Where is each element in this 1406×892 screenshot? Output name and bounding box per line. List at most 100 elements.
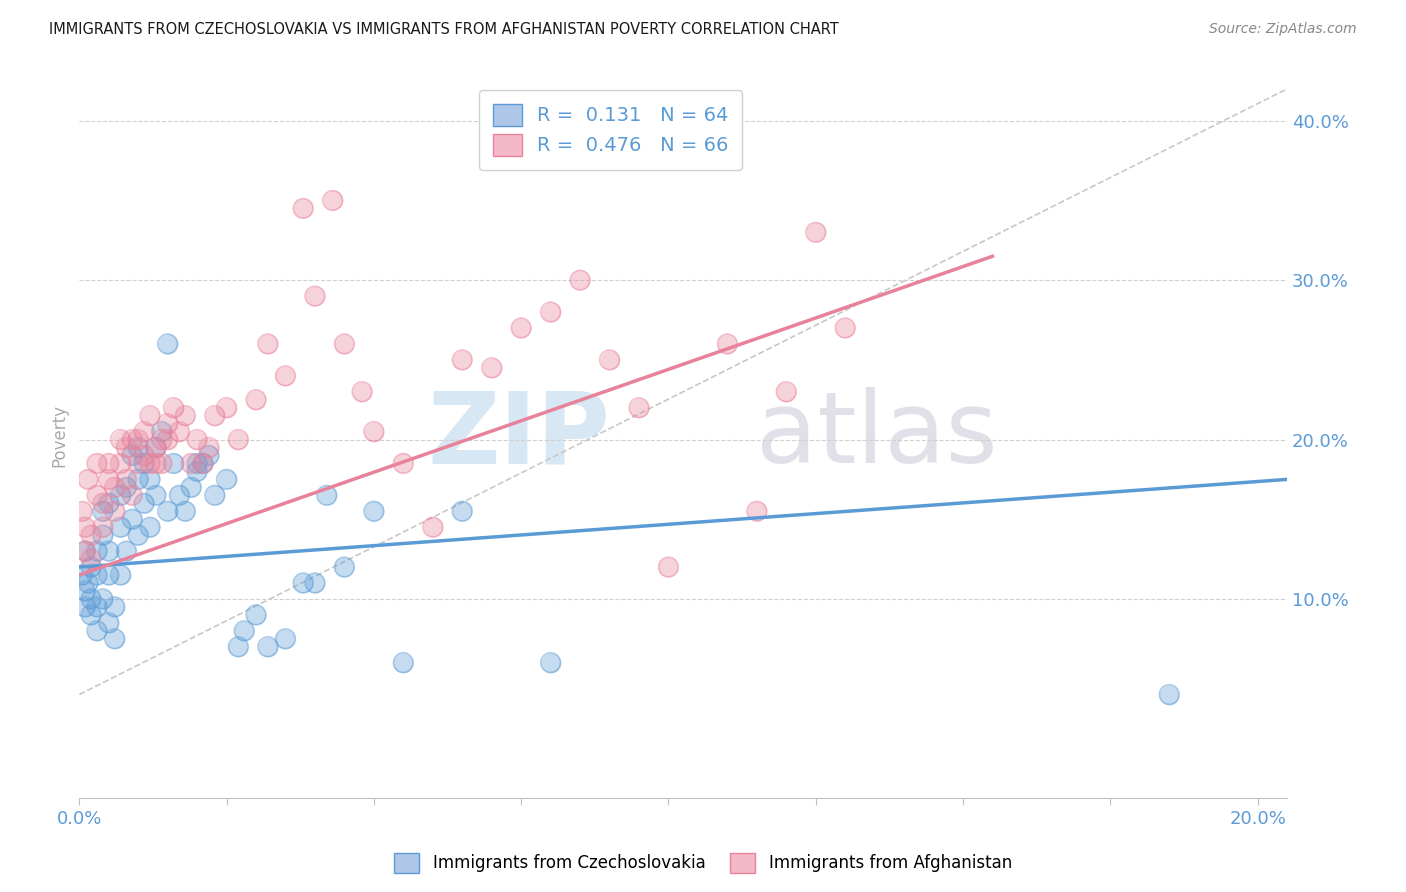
- Point: [115, 472, 138, 486]
- Point: [834, 321, 856, 335]
- Point: [162, 401, 184, 415]
- Point: [451, 504, 474, 518]
- Point: [127, 441, 149, 455]
- Point: [127, 457, 149, 471]
- Point: [156, 337, 179, 351]
- Point: [169, 425, 191, 439]
- Point: [97, 568, 120, 582]
- Point: [775, 384, 797, 399]
- Point: [110, 520, 132, 534]
- Point: [97, 496, 120, 510]
- Point: [77, 472, 100, 486]
- Y-axis label: Poverty: Poverty: [51, 404, 67, 467]
- Point: [104, 599, 127, 614]
- Point: [97, 615, 120, 630]
- Point: [156, 337, 179, 351]
- Point: [86, 599, 108, 614]
- Point: [274, 632, 297, 646]
- Point: [245, 392, 267, 407]
- Point: [156, 417, 179, 431]
- Point: [1159, 688, 1181, 702]
- Point: [569, 273, 592, 287]
- Point: [180, 480, 202, 494]
- Point: [75, 520, 97, 534]
- Point: [186, 464, 208, 478]
- Point: [191, 457, 214, 471]
- Point: [80, 607, 103, 622]
- Point: [70, 568, 93, 582]
- Point: [333, 560, 356, 574]
- Text: Source: ZipAtlas.com: Source: ZipAtlas.com: [1209, 22, 1357, 37]
- Text: IMMIGRANTS FROM CZECHOSLOVAKIA VS IMMIGRANTS FROM AFGHANISTAN POVERTY CORRELATIO: IMMIGRANTS FROM CZECHOSLOVAKIA VS IMMIGR…: [49, 22, 839, 37]
- Point: [292, 202, 315, 216]
- Point: [132, 449, 155, 463]
- Point: [86, 624, 108, 638]
- Point: [115, 472, 138, 486]
- Point: [132, 449, 155, 463]
- Point: [132, 457, 155, 471]
- Point: [127, 472, 149, 486]
- Point: [315, 488, 337, 502]
- Point: [91, 591, 114, 606]
- Point: [145, 441, 167, 455]
- Point: [75, 583, 97, 598]
- Point: [97, 472, 120, 486]
- Point: [169, 488, 191, 502]
- Point: [132, 425, 155, 439]
- Point: [97, 568, 120, 582]
- Point: [333, 337, 356, 351]
- Point: [127, 441, 149, 455]
- Point: [115, 480, 138, 494]
- Point: [86, 544, 108, 558]
- Point: [139, 409, 162, 423]
- Point: [274, 368, 297, 383]
- Point: [256, 337, 278, 351]
- Point: [156, 433, 179, 447]
- Point: [127, 433, 149, 447]
- Point: [75, 544, 97, 558]
- Point: [540, 305, 562, 319]
- Point: [540, 656, 562, 670]
- Point: [451, 504, 474, 518]
- Point: [145, 488, 167, 502]
- Point: [451, 352, 474, 367]
- Point: [834, 321, 856, 335]
- Point: [204, 488, 226, 502]
- Point: [150, 433, 173, 447]
- Text: atlas: atlas: [755, 387, 997, 484]
- Point: [86, 568, 108, 582]
- Point: [304, 289, 326, 303]
- Point: [91, 520, 114, 534]
- Point: [540, 305, 562, 319]
- Point: [162, 457, 184, 471]
- Point: [804, 225, 827, 239]
- Point: [274, 632, 297, 646]
- Point: [228, 433, 250, 447]
- Point: [150, 457, 173, 471]
- Point: [110, 457, 132, 471]
- Point: [392, 656, 415, 670]
- Legend: Immigrants from Czechoslovakia, Immigrants from Afghanistan: Immigrants from Czechoslovakia, Immigran…: [388, 847, 1018, 880]
- Point: [132, 425, 155, 439]
- Point: [80, 591, 103, 606]
- Point: [228, 433, 250, 447]
- Point: [481, 360, 503, 375]
- Point: [110, 488, 132, 502]
- Point: [174, 409, 197, 423]
- Point: [132, 496, 155, 510]
- Point: [86, 488, 108, 502]
- Point: [392, 457, 415, 471]
- Point: [333, 337, 356, 351]
- Point: [245, 392, 267, 407]
- Point: [115, 480, 138, 494]
- Point: [139, 520, 162, 534]
- Point: [104, 504, 127, 518]
- Point: [191, 457, 214, 471]
- Point: [110, 433, 132, 447]
- Point: [75, 544, 97, 558]
- Point: [627, 401, 650, 415]
- Point: [204, 488, 226, 502]
- Point: [304, 289, 326, 303]
- Point: [204, 409, 226, 423]
- Point: [104, 504, 127, 518]
